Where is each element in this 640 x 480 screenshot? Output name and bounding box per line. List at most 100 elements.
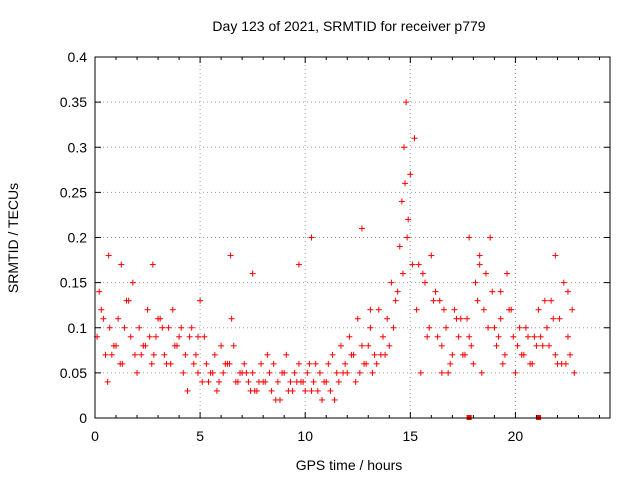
data-point: [404, 234, 411, 241]
data-point: [564, 333, 571, 340]
data-point: [96, 288, 103, 295]
x-tick-label: 10: [297, 428, 313, 444]
data-point: [356, 369, 363, 376]
data-point: [466, 333, 473, 340]
data-point: [474, 297, 481, 304]
data-point: [428, 252, 435, 259]
data-point: [266, 369, 273, 376]
data-point: [314, 387, 321, 394]
data-point: [352, 378, 359, 385]
data-point: [392, 297, 399, 304]
data-point: [188, 324, 195, 331]
data-point: [516, 324, 523, 331]
data-point: [197, 297, 204, 304]
data-point: [417, 369, 424, 376]
data-point: [415, 261, 422, 268]
data-point: [209, 369, 216, 376]
data-point: [495, 333, 502, 340]
data-point: [159, 324, 166, 331]
data-point: [535, 306, 542, 313]
data-point: [394, 288, 401, 295]
data-point: [234, 378, 241, 385]
axes: 0 0.05 0.1 0.15 0.2 0.25 0.3 0.35 0.4 0 5 10 15 20: [60, 49, 611, 444]
data-point: [464, 315, 471, 322]
data-point: [533, 342, 540, 349]
data-point: [184, 387, 191, 394]
data-point: [146, 333, 153, 340]
data-point: [550, 315, 557, 322]
data-point: [192, 351, 199, 358]
data-point: [476, 261, 483, 268]
data-point: [118, 261, 125, 268]
data-point: [424, 333, 431, 340]
data-point: [447, 360, 454, 367]
data-point: [291, 369, 298, 376]
data-point: [270, 360, 277, 367]
data-point: [514, 342, 521, 349]
data-point: [245, 378, 252, 385]
data-point: [449, 351, 456, 358]
data-point: [367, 324, 374, 331]
data-point: [556, 315, 563, 322]
data-point: [407, 171, 414, 178]
data-point: [531, 333, 538, 340]
data-point: [249, 369, 256, 376]
x-axis-label: GPS time / hours: [296, 457, 403, 473]
x-tick-label: 15: [403, 428, 419, 444]
data-point: [306, 360, 313, 367]
data-point: [552, 351, 559, 358]
data-point: [443, 324, 450, 331]
data-point: [129, 279, 136, 286]
data-point: [487, 234, 494, 241]
data-point: [176, 333, 183, 340]
data-point: [512, 369, 519, 376]
data-point: [432, 288, 439, 295]
data-point: [358, 342, 365, 349]
data-points: [94, 99, 578, 420]
data-point: [525, 333, 532, 340]
data-point: [390, 324, 397, 331]
data-point: [482, 270, 489, 277]
data-point: [430, 297, 437, 304]
data-point: [167, 360, 174, 367]
data-point: [195, 369, 201, 376]
data-point: [327, 387, 334, 394]
data-point: [98, 306, 105, 313]
data-point: [346, 333, 353, 340]
data-point: [497, 288, 504, 295]
data-point: [148, 360, 155, 367]
data-point: [379, 333, 386, 340]
data-point: [115, 315, 122, 322]
data-point: [331, 396, 338, 403]
data-point: [295, 360, 302, 367]
data-point: [367, 306, 374, 313]
grid: [95, 57, 610, 418]
data-point: [409, 261, 416, 268]
data-point: [354, 315, 361, 322]
data-point: [445, 369, 452, 376]
data-point: [436, 297, 443, 304]
data-point: [384, 315, 391, 322]
data-point: [361, 360, 368, 367]
data-point: [348, 351, 355, 358]
data-point: [419, 270, 426, 277]
data-point: [365, 342, 372, 349]
data-point: [476, 252, 483, 259]
data-point: [285, 387, 292, 394]
data-point: [333, 369, 340, 376]
data-point: [422, 279, 429, 286]
data-point: [230, 342, 237, 349]
data-point: [567, 351, 574, 358]
data-point: [190, 360, 197, 367]
data-point: [228, 315, 235, 322]
data-point: [113, 342, 120, 349]
data-point: [227, 252, 234, 259]
data-point: [201, 333, 208, 340]
data-point: [548, 297, 555, 304]
data-point: [369, 369, 376, 376]
data-point: [281, 369, 288, 376]
y-tick-label: 0.35: [60, 94, 87, 110]
data-point: [243, 369, 250, 376]
data-point: [161, 351, 168, 358]
